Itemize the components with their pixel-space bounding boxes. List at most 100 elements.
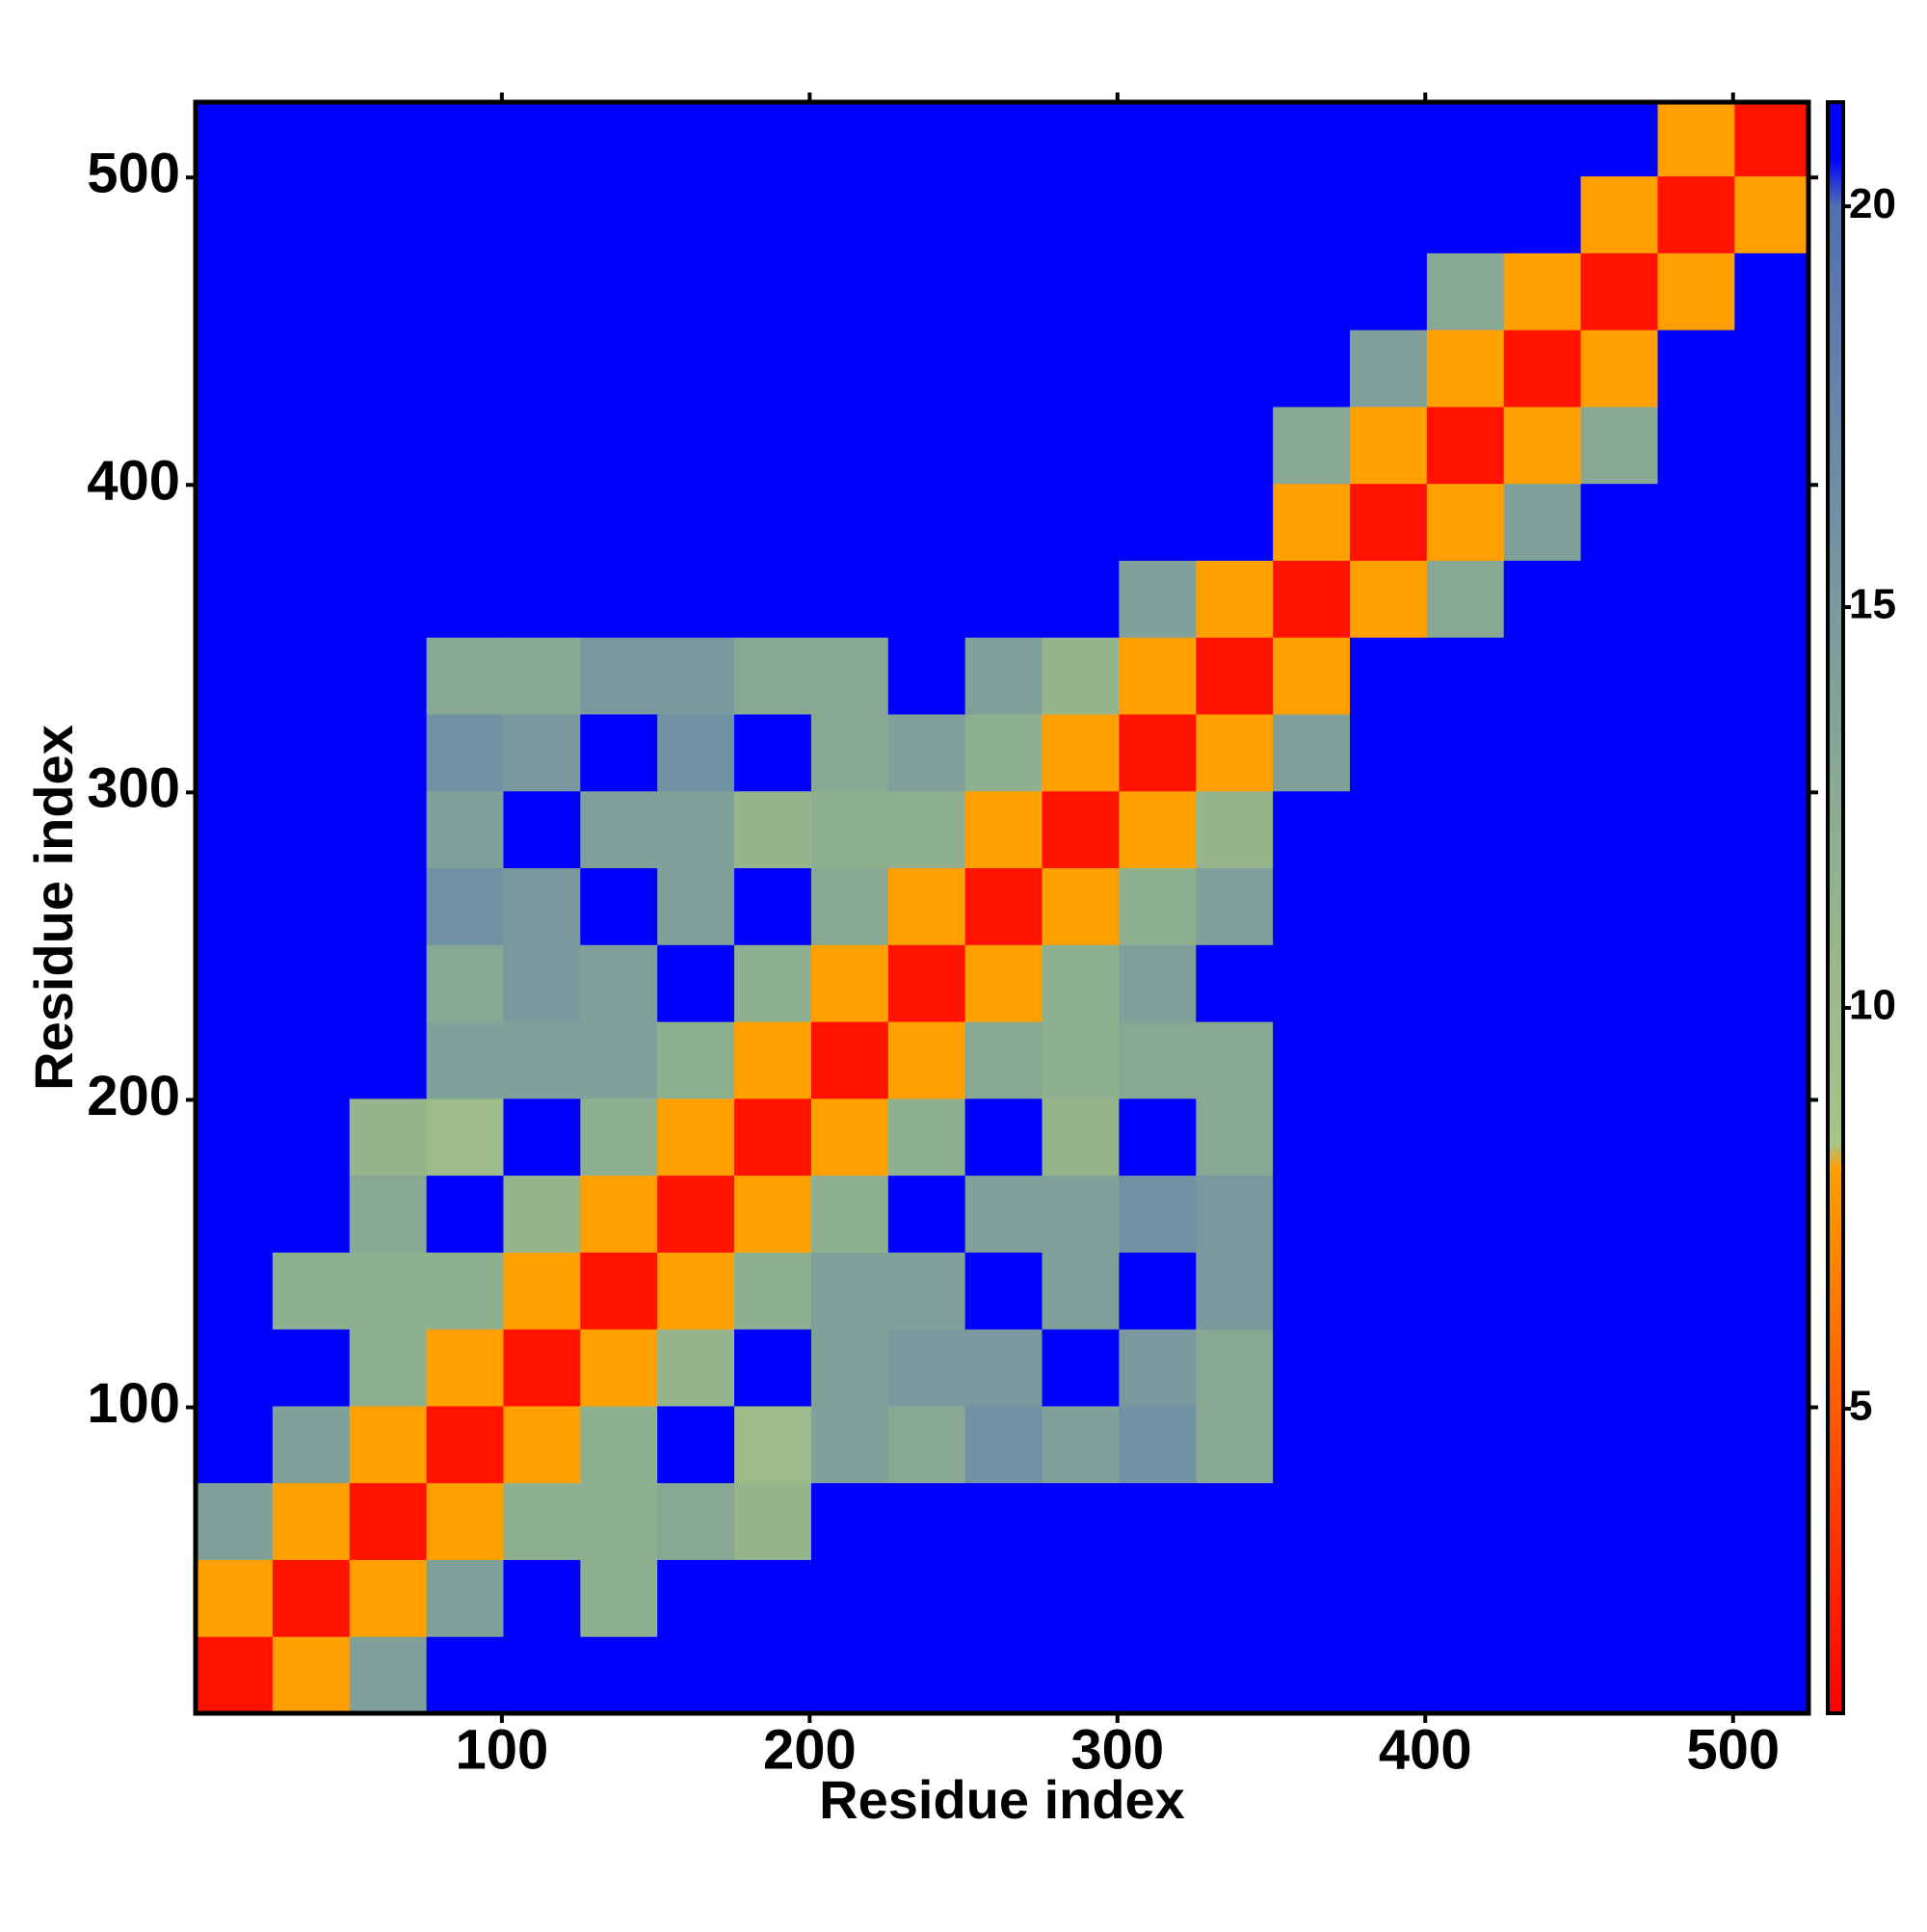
cell bbox=[1119, 406, 1197, 485]
cell bbox=[964, 713, 1043, 792]
cell bbox=[1273, 175, 1351, 253]
cell bbox=[1273, 560, 1351, 638]
cell bbox=[272, 1559, 351, 1637]
cell bbox=[810, 330, 889, 408]
cell bbox=[1734, 1329, 1809, 1407]
cell bbox=[503, 1559, 581, 1637]
y-tick-label: 500 bbox=[87, 143, 180, 205]
cell bbox=[1734, 944, 1809, 1022]
cell bbox=[196, 1175, 274, 1253]
cell bbox=[1349, 637, 1428, 715]
cell bbox=[1273, 1098, 1351, 1177]
cell bbox=[196, 790, 274, 869]
cell bbox=[272, 713, 351, 792]
cell bbox=[1426, 1252, 1505, 1330]
cell bbox=[503, 252, 581, 331]
cell bbox=[1734, 713, 1809, 792]
cell bbox=[1426, 1329, 1505, 1407]
cell bbox=[887, 1098, 966, 1177]
cell bbox=[1734, 1405, 1809, 1484]
cell bbox=[1196, 1175, 1274, 1253]
cell bbox=[1119, 330, 1197, 408]
y-tick-label: 400 bbox=[87, 450, 180, 513]
cell bbox=[1503, 1252, 1582, 1330]
cell bbox=[1734, 867, 1809, 945]
cell bbox=[1042, 867, 1120, 945]
cell bbox=[1042, 252, 1120, 331]
cell bbox=[272, 1329, 351, 1407]
cell bbox=[1426, 637, 1505, 715]
cell bbox=[1426, 713, 1505, 792]
cell bbox=[503, 1098, 581, 1177]
cell bbox=[580, 252, 658, 331]
cell bbox=[1426, 1482, 1505, 1560]
cell bbox=[734, 1405, 812, 1484]
cell bbox=[887, 713, 966, 792]
cell bbox=[1119, 1098, 1197, 1177]
cell bbox=[503, 1021, 581, 1099]
y-axis-title: Residue index bbox=[23, 725, 84, 1091]
cell bbox=[349, 637, 428, 715]
cell bbox=[426, 175, 504, 253]
cell bbox=[887, 483, 966, 561]
cell bbox=[964, 1482, 1043, 1560]
cell bbox=[1196, 867, 1274, 945]
cell bbox=[964, 944, 1043, 1022]
cell bbox=[734, 102, 812, 177]
cell bbox=[349, 406, 428, 485]
cell bbox=[964, 330, 1043, 408]
cell bbox=[272, 1021, 351, 1099]
cell bbox=[734, 1252, 812, 1330]
cell bbox=[1580, 1329, 1658, 1407]
cell bbox=[1273, 1021, 1351, 1099]
cell bbox=[580, 406, 658, 485]
cell bbox=[1503, 560, 1582, 638]
cell bbox=[349, 867, 428, 945]
cell bbox=[196, 1021, 274, 1099]
y-tick-label: 100 bbox=[87, 1372, 180, 1435]
cell bbox=[1273, 790, 1351, 869]
cell bbox=[1196, 1559, 1274, 1637]
cell bbox=[1657, 1329, 1735, 1407]
cell bbox=[426, 1098, 504, 1177]
cell bbox=[1503, 1636, 1582, 1714]
cell bbox=[349, 1098, 428, 1177]
cell bbox=[503, 867, 581, 945]
cell bbox=[1042, 483, 1120, 561]
cell bbox=[1119, 483, 1197, 561]
cell bbox=[1503, 944, 1582, 1022]
cell bbox=[1349, 713, 1428, 792]
cell bbox=[426, 790, 504, 869]
cell bbox=[196, 1405, 274, 1484]
cell bbox=[1196, 1252, 1274, 1330]
cell bbox=[1042, 102, 1120, 177]
cell bbox=[657, 637, 735, 715]
cell bbox=[1426, 1405, 1505, 1484]
cell bbox=[657, 252, 735, 331]
cell bbox=[349, 1636, 428, 1714]
cell bbox=[580, 1021, 658, 1099]
cell bbox=[887, 1252, 966, 1330]
cell bbox=[580, 1175, 658, 1253]
cell bbox=[1119, 1329, 1197, 1407]
cell bbox=[1349, 330, 1428, 408]
cell bbox=[657, 713, 735, 792]
cell bbox=[810, 560, 889, 638]
cell bbox=[1426, 102, 1505, 177]
cell bbox=[580, 560, 658, 638]
cell bbox=[1734, 560, 1809, 638]
cell bbox=[1196, 713, 1274, 792]
cell bbox=[1119, 1405, 1197, 1484]
cell bbox=[580, 1252, 658, 1330]
cell bbox=[1580, 1098, 1658, 1177]
cell bbox=[1042, 1252, 1120, 1330]
cell bbox=[1503, 1559, 1582, 1637]
cell bbox=[349, 944, 428, 1022]
cell bbox=[1657, 944, 1735, 1022]
cell bbox=[1119, 713, 1197, 792]
cell bbox=[964, 1559, 1043, 1637]
cell bbox=[1119, 1252, 1197, 1330]
colorbar bbox=[1826, 100, 1845, 1715]
cell bbox=[196, 1482, 274, 1560]
cell bbox=[657, 1175, 735, 1253]
